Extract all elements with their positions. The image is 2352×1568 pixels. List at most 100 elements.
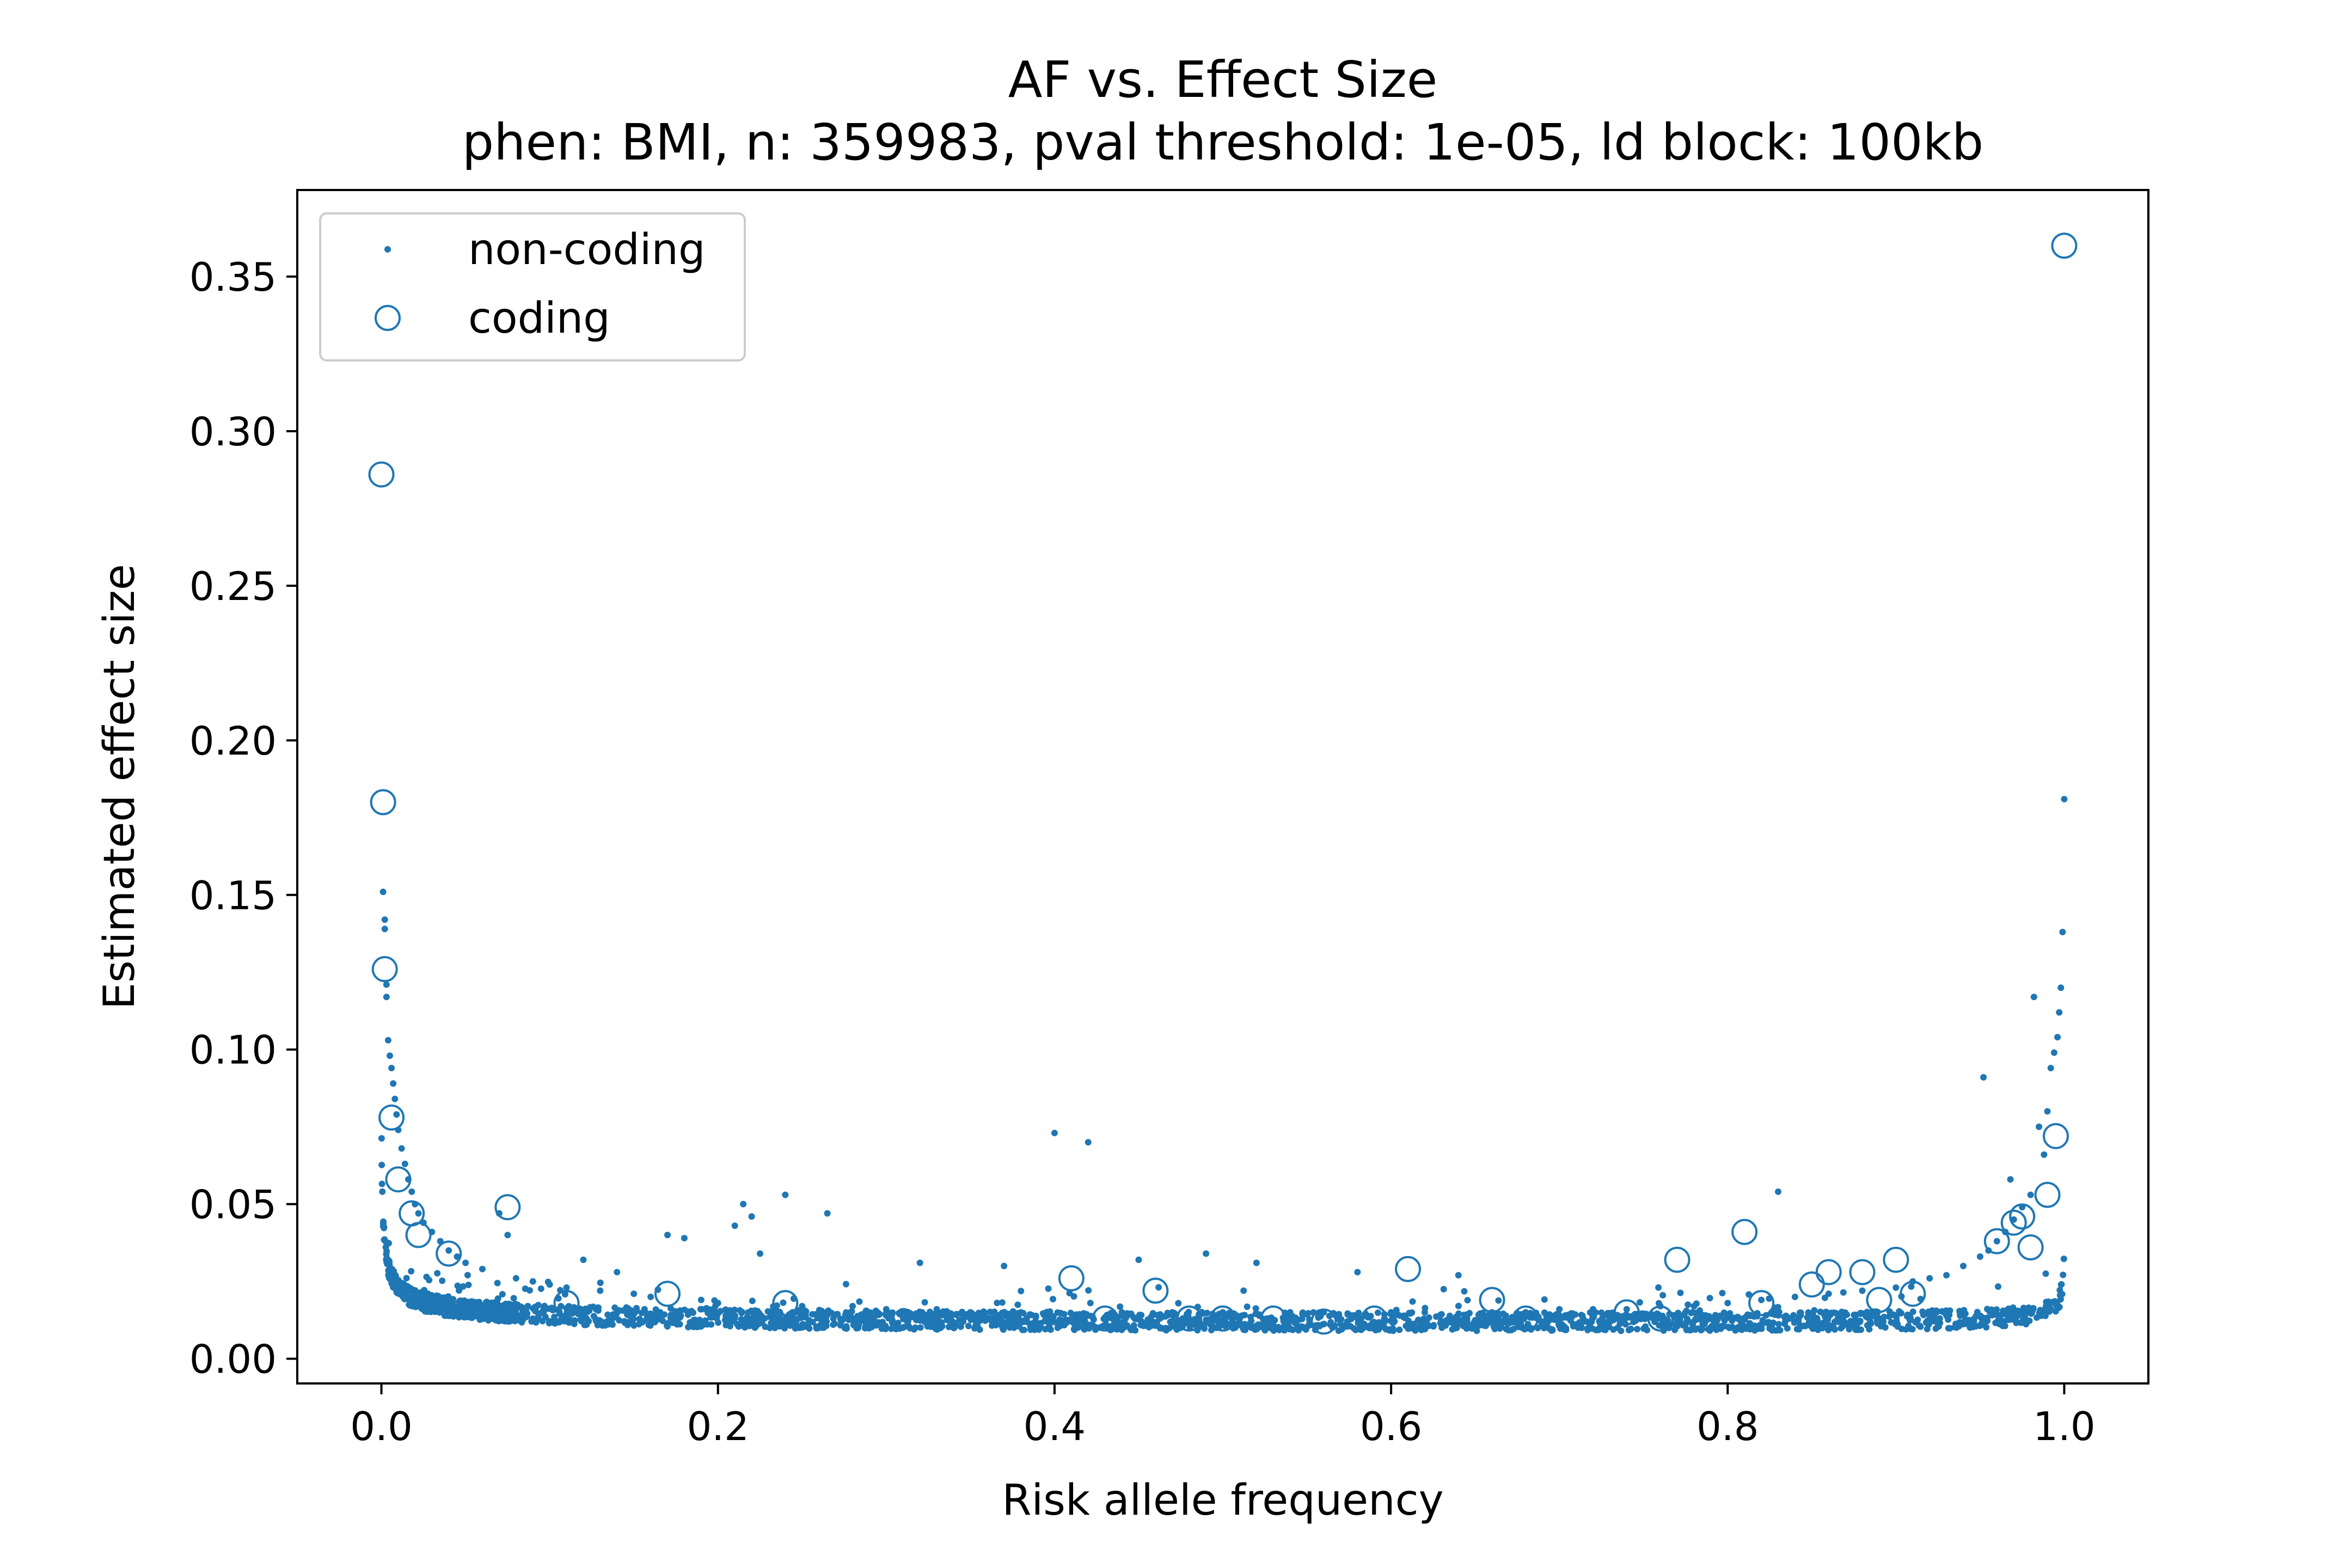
non-coding-point (676, 1321, 683, 1328)
legend-label-coding: coding (468, 294, 610, 343)
non-coding-point (987, 1316, 994, 1324)
non-coding-point (1840, 1289, 1847, 1296)
non-coding-point (843, 1309, 850, 1316)
data-points (368, 232, 2078, 1335)
non-coding-point (387, 1052, 393, 1059)
non-coding-point (994, 1300, 1001, 1307)
non-coding-point (472, 1310, 479, 1318)
non-coding-point (1908, 1283, 1915, 1290)
non-coding-point (1298, 1315, 1306, 1322)
non-coding-point (957, 1322, 964, 1330)
non-coding-point (517, 1312, 524, 1319)
coding-point (1176, 1305, 1203, 1332)
non-coding-point (1156, 1325, 1163, 1332)
non-coding-point (918, 1309, 926, 1316)
non-coding-point (831, 1320, 838, 1327)
non-coding-point (1204, 1309, 1211, 1316)
non-coding-point (506, 1306, 513, 1313)
non-coding-point (754, 1308, 761, 1315)
non-coding-point (1840, 1314, 1847, 1321)
non-coding-point (1774, 1303, 1781, 1310)
non-coding-point (914, 1314, 921, 1321)
non-coding-point (843, 1325, 850, 1332)
non-coding-point (423, 1273, 430, 1281)
coding-point (772, 1290, 799, 1316)
non-coding-point (605, 1317, 612, 1324)
non-coding-point (1924, 1325, 1931, 1332)
non-coding-point (740, 1200, 747, 1208)
non-coding-point (2005, 1305, 2012, 1312)
coding-point (371, 956, 398, 983)
non-coding-point (825, 1307, 832, 1314)
non-coding-point (1154, 1312, 1161, 1319)
non-coding-point (1344, 1310, 1351, 1317)
non-coding-point (1696, 1307, 1703, 1314)
non-coding-point (1299, 1309, 1306, 1316)
non-coding-point (732, 1312, 739, 1319)
non-coding-point (1846, 1326, 1853, 1333)
non-coding-point (1788, 1314, 1796, 1321)
coding-point (370, 789, 396, 816)
non-coding-point (1522, 1309, 1529, 1316)
non-coding-point (381, 926, 388, 933)
non-coding-point (487, 1302, 494, 1309)
non-coding-point (539, 1318, 546, 1325)
coding-point (2051, 232, 2078, 259)
coding-point (1512, 1305, 1539, 1332)
non-coding-point (422, 1305, 429, 1312)
non-coding-point (664, 1232, 671, 1239)
non-coding-point (1455, 1302, 1462, 1309)
non-coding-point (1682, 1321, 1689, 1328)
non-coding-point (552, 1318, 559, 1325)
non-coding-point (1885, 1313, 1892, 1320)
non-coding-point (769, 1321, 776, 1328)
non-coding-point (1401, 1314, 1408, 1321)
non-coding-point (1655, 1284, 1662, 1291)
non-coding-point (1000, 1310, 1007, 1318)
non-coding-point (1024, 1314, 1031, 1321)
non-coding-point (2057, 984, 2065, 991)
non-coding-point (1819, 1325, 1826, 1332)
non-coding-point (1706, 1295, 1713, 1302)
non-coding-point (1006, 1312, 1013, 1319)
non-coding-point (1893, 1317, 1900, 1324)
non-coding-point (505, 1301, 512, 1308)
non-coding-point (1253, 1259, 1260, 1266)
non-coding-point (1001, 1263, 1008, 1270)
non-coding-point (629, 1319, 636, 1326)
non-coding-point (1247, 1313, 1254, 1320)
non-coding-point (1069, 1317, 1076, 1324)
non-coding-point (2047, 1306, 2054, 1313)
non-coding-point (504, 1232, 511, 1239)
non-coding-point (1242, 1321, 1250, 1328)
non-coding-point (2023, 1321, 2030, 1328)
non-coding-point (488, 1309, 495, 1316)
non-coding-point (1641, 1315, 1649, 1322)
non-coding-point (1719, 1289, 1726, 1296)
non-coding-point (383, 994, 390, 1001)
non-coding-point (393, 1111, 400, 1118)
coding-point (1815, 1259, 1842, 1285)
non-coding-point (861, 1316, 868, 1323)
non-coding-point (1057, 1309, 1064, 1316)
non-coding-point (1826, 1321, 1833, 1328)
non-coding-point (1999, 1318, 2006, 1325)
non-coding-point (1087, 1300, 1094, 1307)
non-coding-point (408, 1188, 415, 1195)
non-coding-point (633, 1304, 640, 1312)
non-coding-point (1658, 1321, 1665, 1328)
non-coding-point (1327, 1319, 1334, 1326)
non-coding-point (696, 1321, 703, 1328)
non-coding-point (1570, 1322, 1577, 1330)
coding-point (436, 1240, 462, 1267)
non-coding-point (995, 1315, 1002, 1322)
non-coding-point (1495, 1297, 1502, 1304)
non-coding-point (691, 1316, 699, 1324)
non-coding-point (464, 1272, 471, 1279)
non-coding-point (2005, 1316, 2012, 1324)
non-coding-point (1759, 1317, 1766, 1324)
non-coding-point (1898, 1325, 1905, 1332)
coding-point (1883, 1246, 1909, 1273)
non-coding-point (395, 1279, 402, 1287)
